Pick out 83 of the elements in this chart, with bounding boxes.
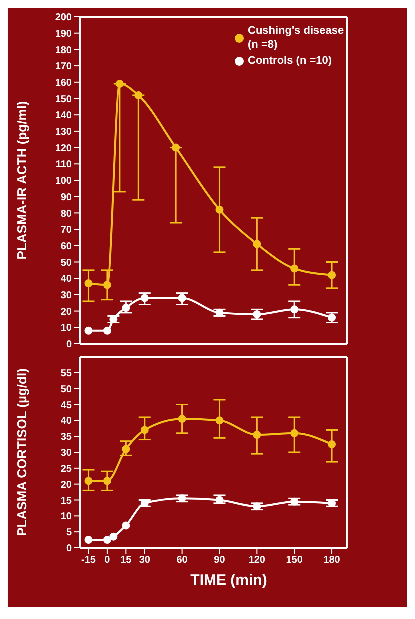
point <box>122 522 130 530</box>
point <box>178 494 186 503</box>
legend-label: Cushing's disease (n =8) <box>248 24 346 52</box>
point <box>290 264 299 273</box>
y-tick-label: 160 <box>55 78 72 89</box>
y-tick-label: 10 <box>60 512 72 523</box>
y-tick-label: 30 <box>60 448 72 460</box>
y-tick-label: 45 <box>60 400 72 412</box>
point <box>84 477 93 486</box>
x-tick-label: 30 <box>139 555 151 566</box>
point <box>140 426 149 434</box>
point <box>103 281 112 290</box>
x-axis-title: TIME (min) <box>190 572 268 589</box>
point <box>103 536 112 544</box>
point <box>84 326 93 335</box>
y-tick-label: 110 <box>56 160 72 171</box>
point <box>216 496 224 504</box>
point <box>103 326 112 335</box>
point <box>328 271 336 280</box>
y-tick-label: 80 <box>60 208 72 220</box>
point <box>140 294 149 302</box>
y-tick-label: 190 <box>55 28 72 40</box>
y-tick-label: 200 <box>55 12 72 24</box>
point <box>253 310 262 319</box>
point <box>253 430 262 439</box>
point <box>178 294 186 302</box>
point <box>140 499 149 508</box>
y-tick-label: 170 <box>55 62 72 73</box>
y-tick-label: 50 <box>60 258 72 269</box>
point <box>328 440 336 449</box>
x-tick-label: -15 <box>82 555 96 566</box>
y-tick-label: 20 <box>60 480 72 491</box>
y-tick-label: 100 <box>55 176 72 188</box>
y-tick-label: 50 <box>60 384 72 396</box>
point <box>84 536 93 544</box>
y-tick-label: 40 <box>60 274 72 286</box>
point <box>253 502 262 511</box>
y-tick-label: 70 <box>60 225 72 236</box>
x-tick-label: 180 <box>324 555 341 566</box>
y-tick-label: 120 <box>55 143 72 154</box>
y-tick-label: 55 <box>60 368 72 380</box>
point <box>216 308 224 317</box>
y-tick-label: 180 <box>55 45 72 56</box>
point <box>103 477 112 486</box>
y-tick-label: 15 <box>60 496 72 507</box>
x-tick-label: 90 <box>214 555 226 566</box>
y-tick-label: 130 <box>55 127 72 138</box>
y-tick-label: 140 <box>55 110 72 122</box>
y-axis-title: PLASMA-IR ACTH (pg/ml) <box>14 101 30 260</box>
point <box>110 532 118 541</box>
point <box>290 429 299 438</box>
point <box>122 445 130 454</box>
legend-label: Controls (n =10) <box>248 54 334 68</box>
point <box>290 306 299 314</box>
x-tick-label: 0 <box>104 555 111 566</box>
point <box>134 91 143 100</box>
point <box>290 498 299 506</box>
y-tick-label: 60 <box>60 241 72 252</box>
y-tick-label: 25 <box>60 464 72 475</box>
y-tick-label: 0 <box>66 544 72 555</box>
point <box>172 144 180 152</box>
y-tick-label: 20 <box>60 306 72 318</box>
y-tick-label: 90 <box>60 192 72 204</box>
point <box>253 240 262 248</box>
point <box>216 206 224 214</box>
point <box>328 499 336 508</box>
y-tick-label: 0 <box>66 340 72 351</box>
y-tick-label: 10 <box>60 323 72 334</box>
point <box>216 416 224 425</box>
point <box>84 280 93 288</box>
point <box>116 80 124 88</box>
x-tick-label: 15 <box>120 555 132 566</box>
y-tick-label: 30 <box>60 290 72 302</box>
x-tick-label: 150 <box>286 555 304 566</box>
point <box>328 314 336 322</box>
y-tick-label: 40 <box>60 416 72 428</box>
y-axis-title: PLASMA CORTISOL (µg/dl) <box>14 368 30 536</box>
y-tick-label: 150 <box>55 94 72 106</box>
x-tick-label: 120 <box>248 555 266 566</box>
point <box>178 415 186 424</box>
y-tick-label: 35 <box>60 432 72 444</box>
y-tick-label: 5 <box>66 528 72 539</box>
x-tick-label: 60 <box>176 555 188 566</box>
